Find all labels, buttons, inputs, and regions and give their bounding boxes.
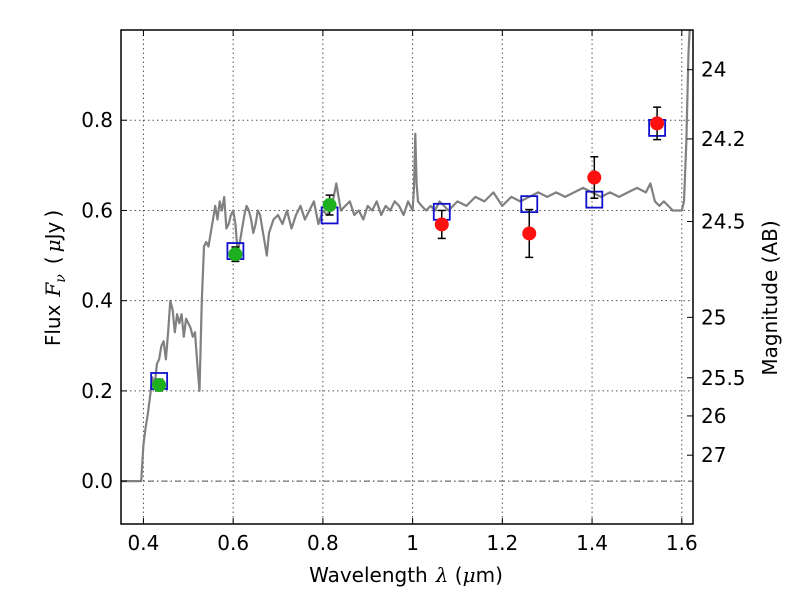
grid bbox=[121, 30, 693, 524]
ticks: 0.4 0.6 0.8 1 1.2 1.4 1.6 0.0 0.2 0.4 0.6 0.8 24 24.2… bbox=[81, 30, 746, 555]
x-tick-label: 0.8 bbox=[307, 531, 339, 555]
magnitude-tick-label: 25 bbox=[701, 305, 726, 329]
y-tick-label: 0.0 bbox=[81, 469, 113, 493]
x-tick-label: 0.4 bbox=[128, 531, 160, 555]
axes bbox=[120, 29, 694, 525]
magnitude-tick-label: 24.5 bbox=[701, 210, 746, 234]
observed-point-green bbox=[228, 247, 243, 262]
magnitude-tick-label: 25.5 bbox=[701, 366, 746, 390]
observed-point-red bbox=[587, 170, 602, 185]
observed-point-green bbox=[322, 198, 337, 213]
magnitude-tick-label: 27 bbox=[701, 443, 726, 467]
magnitude-tick-label: 26 bbox=[701, 404, 726, 428]
observed-point-green bbox=[152, 378, 167, 393]
y-tick-label: 0.2 bbox=[81, 379, 113, 403]
y-tick-label: 0.6 bbox=[81, 198, 113, 222]
observed-point-red bbox=[434, 217, 449, 232]
plot-frame bbox=[120, 29, 694, 525]
x-tick-label: 1.6 bbox=[666, 531, 698, 555]
magnitude-tick-label: 24 bbox=[701, 58, 726, 82]
x-tick-label: 1.4 bbox=[576, 531, 608, 555]
y-tick-label: 0.4 bbox=[81, 289, 113, 313]
x-tick-label: 1 bbox=[406, 531, 419, 555]
magnitude-axis-label: Magnitude (AB) bbox=[758, 220, 782, 375]
y-tick-label: 0.8 bbox=[81, 108, 113, 132]
x-tick-label: 0.6 bbox=[217, 531, 249, 555]
magnitude-tick-label: 24.2 bbox=[701, 127, 746, 151]
observed-point-red bbox=[522, 226, 537, 241]
y-axis-label: FluxFν(μJy) bbox=[41, 210, 69, 346]
x-tick-label: 1.2 bbox=[486, 531, 518, 555]
observed-point-red bbox=[650, 116, 665, 131]
plot-area bbox=[121, 30, 691, 483]
x-axis-label: Wavelength λ (μm) bbox=[309, 563, 503, 587]
model-sed-line bbox=[121, 30, 691, 483]
